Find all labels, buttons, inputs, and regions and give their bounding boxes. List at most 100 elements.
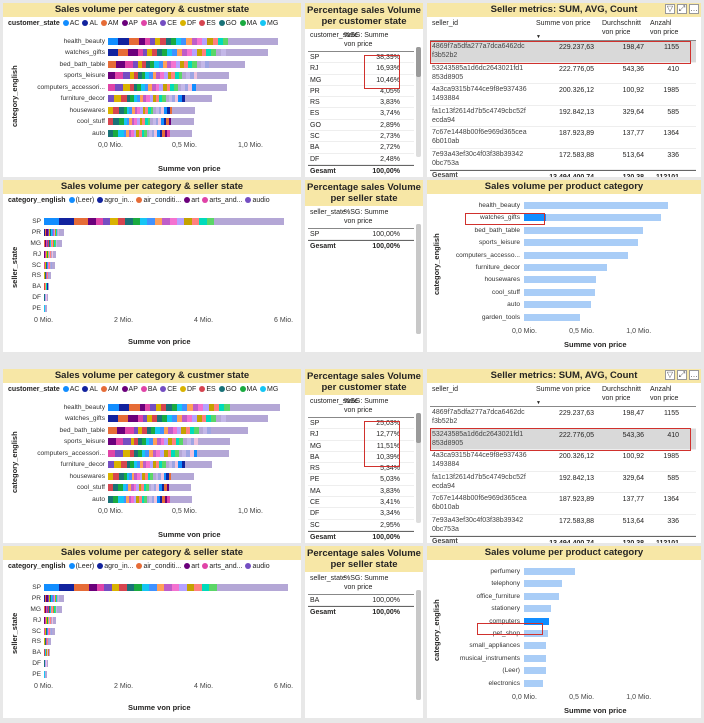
bar-segment[interactable] (48, 228, 50, 236)
bar-segment[interactable] (49, 239, 51, 247)
table-row[interactable]: 4869f7a5dfa277a7dca6462dc f3b52b2 229.237… (430, 407, 696, 429)
legend-item[interactable]: arts_and... (202, 197, 242, 204)
bar-segment[interactable] (50, 228, 52, 236)
bar-segment[interactable] (52, 627, 55, 635)
bar-segment[interactable] (110, 218, 118, 225)
bar-segment[interactable] (181, 95, 185, 103)
bar-segment[interactable] (176, 426, 182, 434)
bar-segment[interactable] (171, 449, 175, 457)
bar-segment[interactable] (184, 461, 212, 469)
stacked-bar[interactable] (108, 461, 212, 469)
bar-segment[interactable] (211, 49, 217, 57)
bar-segment[interactable] (45, 261, 47, 269)
bar-segment[interactable] (156, 72, 161, 80)
bar-segment[interactable] (181, 426, 186, 434)
bar-segment[interactable] (125, 426, 134, 434)
bar-segment[interactable] (203, 404, 209, 411)
bar-segment[interactable] (153, 438, 157, 446)
bar-segment[interactable] (125, 484, 129, 492)
bar-segment[interactable] (186, 72, 190, 80)
bar-segment[interactable] (45, 250, 47, 258)
bar-segment[interactable] (183, 438, 187, 446)
bar-segment[interactable] (146, 484, 149, 492)
bar-segment[interactable] (124, 106, 127, 114)
bar-segment[interactable] (178, 72, 183, 80)
bar-segment[interactable] (141, 449, 146, 457)
bar-segment[interactable] (167, 60, 172, 68)
bar-segment[interactable] (207, 38, 213, 45)
table-row[interactable]: MG 11,51% (308, 441, 414, 452)
bar-segment[interactable] (150, 60, 155, 68)
table-seller-metrics[interactable]: Seller metrics: SUM, AVG, Count ▽ ⤢… sell… (427, 3, 701, 177)
bar-segment[interactable] (138, 129, 142, 137)
bar-segment[interactable] (113, 495, 119, 503)
bar-segment[interactable] (158, 60, 163, 68)
bar-segment[interactable] (48, 605, 49, 613)
category-bar[interactable] (524, 288, 595, 296)
bar-segment[interactable] (133, 60, 138, 68)
bar-segment[interactable] (52, 239, 54, 247)
bar-segment[interactable] (137, 449, 142, 457)
bar-segment[interactable] (132, 106, 135, 114)
bar-segment[interactable] (111, 584, 120, 591)
bar-segment[interactable] (154, 218, 163, 225)
bar-segment[interactable] (194, 426, 199, 434)
bar-segment[interactable] (151, 484, 154, 492)
bar-segment[interactable] (152, 118, 156, 126)
bar-segment[interactable] (128, 484, 131, 492)
bar-segment[interactable] (122, 72, 131, 80)
bar-segment[interactable] (178, 95, 182, 103)
bar-segment[interactable] (45, 605, 47, 613)
bar-segment[interactable] (179, 60, 184, 68)
bar-segment[interactable] (134, 72, 138, 80)
column-header-pct[interactable]: %SG: Summe von price (344, 575, 389, 591)
table-row[interactable]: 4a3ca9315b744ce9f8e937436 1493884 200.326… (430, 450, 696, 472)
bar-segment[interactable] (53, 594, 54, 602)
bar-segment[interactable] (178, 449, 183, 457)
bar-segment[interactable] (138, 484, 142, 492)
stacked-bar[interactable] (44, 584, 288, 591)
bar-segment[interactable] (186, 449, 190, 457)
bar-segment[interactable] (55, 239, 57, 247)
bar-segment[interactable] (130, 438, 135, 446)
table-row[interactable]: fa1c13f2614d7b5c4749cbc52f ecda94 192.842… (430, 106, 696, 127)
bar-segment[interactable] (160, 38, 166, 45)
bar-segment[interactable] (148, 83, 152, 91)
legend-item[interactable]: audio (245, 563, 270, 570)
bar-segment[interactable] (156, 461, 160, 469)
bar-segment[interactable] (47, 239, 49, 247)
bar-segment[interactable] (95, 218, 104, 225)
bar-segment[interactable] (128, 38, 140, 45)
bar-segment[interactable] (162, 461, 166, 469)
bar-segment[interactable] (163, 118, 167, 126)
bar-segment[interactable] (48, 239, 49, 247)
legend-item[interactable]: (Leer) (68, 197, 94, 204)
bar-segment[interactable] (201, 584, 210, 591)
table-row[interactable]: SC 2,73% (308, 131, 414, 143)
bar-segment[interactable] (182, 72, 187, 80)
stacked-bar[interactable] (44, 627, 55, 635)
bar-segment[interactable] (46, 239, 48, 247)
bar-segment[interactable] (130, 484, 134, 492)
bar-segment[interactable] (46, 605, 48, 613)
bar-segment[interactable] (169, 218, 177, 225)
bar-segment[interactable] (51, 228, 52, 236)
bar-segment[interactable] (156, 449, 161, 457)
bar-segment[interactable] (116, 60, 125, 68)
bar-segment[interactable] (219, 404, 225, 411)
bar-segment[interactable] (217, 38, 224, 45)
bar-segment[interactable] (58, 594, 64, 602)
bar-segment[interactable] (179, 438, 183, 446)
table-row[interactable]: 4a3ca9315b744ce9f8e937436 1493884 200.326… (430, 84, 696, 106)
bar-segment[interactable] (170, 38, 176, 45)
bar-segment[interactable] (49, 228, 51, 236)
bar-segment[interactable] (156, 438, 161, 446)
bar-segment[interactable] (131, 472, 135, 480)
bar-segment[interactable] (108, 83, 116, 91)
bar-segment[interactable] (108, 106, 114, 114)
bar-segment[interactable] (149, 129, 152, 137)
bar-segment[interactable] (137, 415, 143, 423)
bar-segment[interactable] (224, 584, 288, 591)
bar-segment[interactable] (45, 627, 47, 635)
bar-segment[interactable] (166, 472, 169, 480)
